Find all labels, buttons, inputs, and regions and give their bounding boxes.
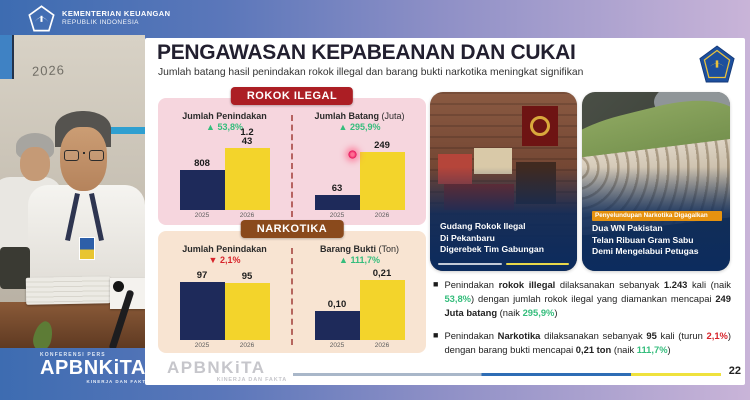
bar-column: 1.2 43 (224, 126, 270, 210)
bar-value-label: 95 (241, 271, 253, 282)
ministry-country: REPUBLIK INDONESIA (62, 19, 139, 27)
speaker-id-badge (79, 237, 95, 260)
ministry-name: KEMENTERIAN KEUANGAN (62, 9, 171, 19)
bar-value-label: 1.2 43 (240, 126, 254, 148)
x-axis-labels: 2025 2026 (194, 342, 255, 349)
down-arrow-icon: ▼ (208, 255, 218, 265)
bar-2025 (314, 311, 360, 340)
bar-2025 (179, 170, 225, 210)
bar-2025 (314, 195, 360, 210)
x-axis-labels: 2025 2026 (194, 212, 255, 219)
speaker-video-feed: 2026 (0, 35, 145, 348)
page-number: 22 (728, 365, 741, 377)
slide-watermark: APBNKiTA KINERJA DAN FAKTA (167, 358, 287, 383)
background-person-face (20, 147, 50, 181)
news-caption: Gudang Rokok Ilegal Di Pekanbaru Digereb… (440, 221, 544, 254)
chart-rokok-batang: Jumlah Batang (Juta) ▲ 295,9% 63 249 (293, 111, 426, 225)
kemenkeu-logo-icon (28, 5, 55, 32)
bar-2026 (224, 148, 270, 210)
bar-value-label: 249 (374, 140, 390, 151)
bullet-marker: ■ (433, 279, 439, 289)
chart-title: Jumlah Batang (Juta) (314, 111, 405, 121)
x-axis-labels: 2025 2026 (329, 212, 390, 219)
conference-brand: KONFERENSI PERS APBNKiTA KINERJA DAN FAK… (40, 352, 150, 384)
apbnkita-tagline: KINERJA DAN FAKTA (86, 379, 150, 384)
chart-title: Jumlah Penindakan (182, 244, 267, 254)
bar-value-label: 0,10 (327, 299, 347, 310)
change-indicator: ▼ 2,1% (208, 255, 241, 265)
bar-column: 97 (179, 270, 225, 340)
bar-column: 808 (179, 158, 225, 210)
chart-title: Jumlah Penindakan (182, 111, 267, 121)
dashed-divider (291, 115, 293, 217)
bullet-marker: ■ (433, 330, 439, 341)
bar-value-label: 97 (196, 270, 208, 281)
ministry-header: KEMENTERIAN KEUANGAN REPUBLIK INDONESIA (28, 5, 170, 32)
bar-value-label: 808 (194, 158, 210, 169)
background-screen-strip (106, 127, 145, 134)
footer-accent-line (293, 373, 721, 376)
bar-column: 0,10 (314, 299, 360, 340)
background-monitor (0, 35, 14, 79)
chart-narkotika-penindakan: Jumlah Penindakan ▼ 2,1% 97 95 (158, 244, 291, 353)
document-stack (25, 276, 111, 305)
presentation-slide: PENGAWASAN KEPABEANAN DAN CUKAI Jumlah b… (145, 38, 745, 385)
news-caption: Penyelundupan Narkotika Digagalkan Dua W… (592, 211, 722, 257)
section-badge-rokok-ilegal: ROKOK ILEGAL (230, 87, 354, 105)
bullet-narkotika: ■ Penindakan Narkotika dilaksanakan seba… (433, 329, 731, 357)
summary-bullets: ■ Penindakan rokok illegal dilaksanakan … (433, 278, 731, 367)
section-badge-narkotika: NARKOTIKA (240, 220, 344, 238)
up-arrow-icon: ▲ (206, 122, 215, 132)
chart-title: Barang Bukti (Ton) (319, 244, 400, 254)
speaker-glasses (64, 149, 104, 161)
bar-column: 95 (224, 271, 270, 340)
panel-rokok-ilegal: ROKOK ILEGAL Jumlah Penindakan ▲ 53,8% 8… (158, 87, 426, 225)
bar-2026 (224, 283, 270, 340)
up-arrow-icon: ▲ (339, 255, 348, 265)
bar-2025 (179, 282, 225, 340)
bar-column: 0,21 (359, 268, 405, 340)
dashed-divider (291, 248, 293, 345)
chart-narkotika-barang-bukti: Barang Bukti (Ton) ▲ 111,7% 0,10 0,21 (293, 244, 426, 353)
chart-rokok-penindakan: Jumlah Penindakan ▲ 53,8% 808 1.2 (158, 111, 291, 225)
customs-banner (522, 106, 558, 146)
desk-equipment (0, 247, 30, 289)
bar-value-label: 63 (331, 183, 343, 194)
speaker-face (60, 127, 107, 191)
bar-column: 63 (314, 183, 360, 210)
news-card-rokok: Gudang Rokok Ilegal Di Pekanbaru Digereb… (430, 92, 577, 271)
news-card-narkotika: Penyelundupan Narkotika Digagalkan Dua W… (582, 92, 730, 271)
conference-eyebrow: KONFERENSI PERS (40, 352, 106, 358)
slide-subtitle: Jumlah batang hasil penindakan rokok ill… (158, 67, 584, 78)
bar-2026 (359, 152, 405, 210)
slide-title: PENGAWASAN KEPABEANAN DAN CUKAI (157, 41, 576, 64)
bar-2026 (359, 280, 405, 340)
microphone-head (113, 281, 124, 292)
story-progress-bars (438, 263, 569, 265)
panel-narkotika: NARKOTIKA Jumlah Penindakan ▼ 2,1% 97 (158, 220, 426, 353)
news-tag: Penyelundupan Narkotika Digagalkan (592, 211, 722, 222)
apbnkita-logo: APBNKiTA (40, 357, 146, 379)
gold-emblem-icon (530, 116, 550, 136)
bar-column: 249 (359, 140, 405, 210)
laser-pointer-dot (348, 150, 357, 159)
change-indicator: ▲ 53,8% (206, 122, 243, 132)
x-axis-labels: 2025 2026 (329, 342, 390, 349)
bar-value-label: 0,21 (372, 268, 392, 279)
change-indicator: ▲ 111,7% (339, 255, 380, 265)
bullet-rokok: ■ Penindakan rokok illegal dilaksanakan … (433, 278, 731, 320)
kemenkeu-emblem-icon (699, 45, 735, 83)
wall-year-text: 2026 (31, 62, 66, 79)
up-arrow-icon: ▲ (338, 122, 348, 132)
change-indicator: ▲ 295,9% (338, 122, 381, 132)
